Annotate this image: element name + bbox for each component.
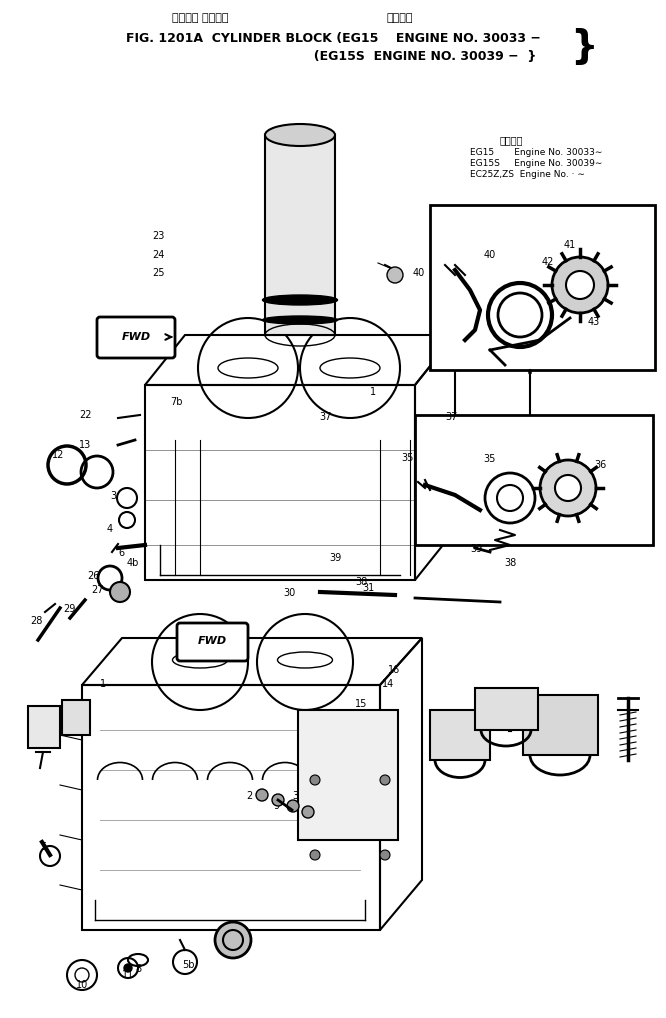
Circle shape	[552, 257, 608, 313]
Text: 38: 38	[504, 558, 516, 568]
Text: 36: 36	[594, 460, 606, 470]
Text: シリンダ ブロック: シリンダ ブロック	[172, 13, 228, 23]
Text: 4b: 4b	[127, 558, 139, 568]
Text: 32: 32	[292, 791, 304, 801]
Text: EC25Z,ZS  Engine No. · ∼: EC25Z,ZS Engine No. · ∼	[470, 170, 585, 178]
Text: 26: 26	[87, 571, 99, 581]
Text: FWD: FWD	[197, 636, 226, 646]
Bar	[62, 700, 90, 735]
Circle shape	[272, 794, 284, 806]
Circle shape	[215, 922, 251, 958]
Text: 17: 17	[428, 730, 440, 740]
Text: 43: 43	[466, 308, 478, 319]
Text: 31: 31	[362, 583, 374, 593]
Text: 適用号機: 適用号機	[500, 135, 523, 145]
Bar	[265, 135, 335, 335]
Circle shape	[110, 582, 130, 602]
Text: 14: 14	[382, 679, 394, 689]
Text: 7b: 7b	[170, 397, 182, 407]
Text: 適用号機: 適用号機	[387, 13, 413, 23]
Text: 30: 30	[284, 588, 296, 599]
Text: 41: 41	[468, 227, 480, 237]
Text: 16: 16	[388, 665, 400, 675]
Text: 41: 41	[564, 240, 576, 250]
Text: 1: 1	[370, 387, 376, 397]
Text: 19: 19	[79, 699, 91, 710]
Text: 28: 28	[31, 616, 43, 626]
Bar	[298, 710, 398, 840]
Circle shape	[256, 789, 268, 801]
Text: 3: 3	[110, 491, 117, 501]
Circle shape	[124, 964, 132, 972]
Polygon shape	[430, 710, 490, 760]
Text: 40: 40	[412, 268, 424, 278]
Circle shape	[302, 806, 314, 818]
Text: (EG15S  ENGINE NO. 30039 −  }: (EG15S ENGINE NO. 30039 − }	[130, 50, 536, 62]
Circle shape	[540, 460, 596, 516]
Text: 40: 40	[484, 250, 496, 260]
Text: 29: 29	[64, 604, 76, 614]
Text: 5b: 5b	[182, 960, 194, 970]
Text: 10: 10	[76, 980, 88, 991]
Text: EG15S     Engine No. 30039∼: EG15S Engine No. 30039∼	[470, 159, 602, 168]
Circle shape	[287, 800, 299, 812]
Text: 39: 39	[329, 553, 341, 563]
Text: FIG. 1201A  CYLINDER BLOCK (EG15    ENGINE NO. 30033 −: FIG. 1201A CYLINDER BLOCK (EG15 ENGINE N…	[126, 32, 540, 45]
Text: 14b: 14b	[312, 720, 330, 730]
Text: 7: 7	[315, 254, 322, 265]
Text: 18: 18	[66, 720, 78, 730]
Text: 43: 43	[588, 317, 600, 327]
Circle shape	[555, 475, 581, 501]
Text: 2: 2	[246, 791, 253, 801]
Bar	[28, 706, 60, 748]
Text: 15: 15	[356, 699, 368, 710]
Text: 8: 8	[135, 964, 142, 974]
Polygon shape	[475, 688, 538, 730]
Text: 35: 35	[402, 453, 414, 463]
Circle shape	[380, 850, 390, 860]
Circle shape	[310, 775, 320, 785]
Text: EG15       Engine No. 30033∼: EG15 Engine No. 30033∼	[470, 148, 602, 157]
Ellipse shape	[265, 124, 335, 146]
Text: 9: 9	[273, 801, 280, 811]
FancyBboxPatch shape	[97, 317, 175, 358]
Text: FWD: FWD	[121, 332, 151, 342]
Bar	[415, 415, 653, 545]
Text: 34: 34	[226, 940, 238, 950]
Ellipse shape	[262, 295, 338, 305]
Bar	[430, 205, 655, 370]
Ellipse shape	[262, 316, 338, 324]
Text: 27: 27	[92, 585, 104, 596]
Text: 4: 4	[107, 524, 113, 534]
Circle shape	[310, 850, 320, 860]
Circle shape	[566, 271, 594, 299]
Text: 20: 20	[29, 736, 41, 746]
Text: 1: 1	[100, 679, 107, 689]
Text: 6: 6	[118, 548, 125, 558]
Text: 42: 42	[446, 247, 458, 258]
Text: 39: 39	[470, 544, 482, 554]
Text: 33: 33	[322, 801, 334, 811]
Text: 35: 35	[484, 454, 496, 464]
Circle shape	[387, 267, 403, 283]
Text: 37: 37	[319, 412, 331, 422]
Text: 12: 12	[53, 450, 65, 460]
Text: 37: 37	[446, 412, 458, 422]
Text: 25: 25	[153, 268, 165, 278]
Text: 24: 24	[153, 249, 165, 260]
Text: 11: 11	[123, 970, 135, 980]
Text: 23: 23	[153, 231, 165, 241]
Text: 5: 5	[40, 842, 47, 852]
Text: 36: 36	[442, 465, 454, 475]
Text: 21: 21	[49, 726, 61, 736]
Circle shape	[380, 775, 390, 785]
Text: 13: 13	[79, 440, 91, 450]
FancyBboxPatch shape	[177, 623, 248, 661]
Text: }: }	[570, 29, 598, 66]
Text: 38: 38	[356, 577, 368, 587]
Text: 42: 42	[542, 257, 554, 267]
Polygon shape	[523, 695, 598, 755]
Text: 22: 22	[79, 410, 91, 420]
